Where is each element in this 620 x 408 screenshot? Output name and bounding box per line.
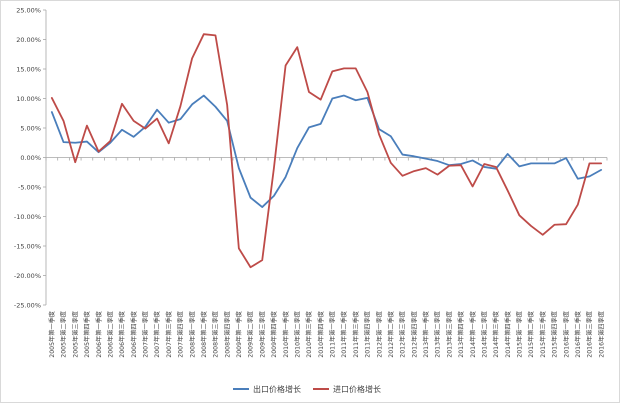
x-tick-label: 2008年第一季度 [188, 311, 196, 358]
x-tick-label: 2008年第二季度 [200, 311, 208, 358]
x-tick-label: 2011年第二季度 [340, 311, 348, 358]
x-tick-label: 2011年第三季度 [352, 311, 360, 358]
y-tick-label: -15.00% [14, 242, 41, 250]
x-tick-label: 2006年第二季度 [106, 311, 114, 358]
x-tick-label: 2010年第四季度 [317, 311, 325, 358]
x-tick-label: 2011年第四季度 [364, 311, 372, 358]
x-tick-label: 2006年第三季度 [118, 311, 126, 358]
x-axis: 2005年第一季度 2005年第二季度 2005年第三季度 2005年第四季度 2006… [45, 157, 608, 358]
x-tick-label: 2006年第一季度 [95, 311, 103, 358]
x-tick-label: 2009年第三季度 [258, 311, 266, 358]
y-axis: -25.00% -20.00% -15.00% -10.00% -5.00% 0.00% 5… [14, 6, 47, 309]
x-tick-label: 2006年第四季度 [130, 311, 138, 358]
y-tick-label: 0.00% [20, 154, 41, 162]
x-tick-label: 2015年第三季度 [539, 311, 547, 358]
x-tick-label: 2010年第一季度 [282, 311, 290, 358]
x-tick-label: 2009年第一季度 [235, 311, 243, 358]
y-tick-label: 5.00% [20, 124, 41, 132]
x-tick-label: 2015年第四季度 [551, 311, 559, 358]
x-tick-label: 2012年第二季度 [387, 311, 395, 358]
x-tick-label: 2008年第四季度 [223, 311, 231, 358]
x-tick-label: 2010年第二季度 [293, 311, 301, 358]
x-tick-label: 2005年第四季度 [83, 311, 91, 358]
y-tick-label: -10.00% [14, 213, 41, 221]
x-tick-label: 2014年第二季度 [480, 311, 488, 358]
x-tick-label: 2013年第三季度 [445, 311, 453, 358]
legend-label-1: 出口价格增长 [253, 384, 301, 394]
x-tick-label: 2007年第二季度 [153, 311, 161, 358]
x-tick-label: 2016年第二季度 [574, 311, 582, 358]
x-tick-label: 2014年第四季度 [504, 311, 512, 358]
x-tick-label: 2005年第三季度 [71, 311, 79, 358]
legend: 出口价格增长 进口价格增长 [233, 384, 381, 394]
x-tick-label: 2011年第一季度 [329, 311, 337, 358]
y-tick-label: 20.00% [16, 36, 41, 44]
plot-series [50, 33, 603, 269]
x-tick-label: 2010年第三季度 [305, 311, 313, 358]
y-tick-label: 25.00% [16, 6, 41, 14]
x-tick-label: 2013年第二季度 [434, 311, 442, 358]
x-tick-label: 2013年第一季度 [422, 311, 430, 358]
x-tick-label: 2005年第一季度 [48, 311, 56, 358]
x-tick-label: 2005年第二季度 [60, 311, 68, 358]
x-tick-label: 2016年第三季度 [586, 311, 594, 358]
x-tick-label: 2012年第三季度 [399, 311, 407, 358]
x-tick-label: 2007年第三季度 [165, 311, 173, 358]
legend-label-2: 进口价格增长 [333, 384, 381, 394]
series-line-2 [50, 33, 603, 269]
x-tick-label: 2014年第一季度 [469, 311, 477, 358]
x-tick-label: 2015年第一季度 [516, 311, 524, 358]
x-tick-label: 2012年第四季度 [410, 311, 418, 358]
x-tick-label: 2008年第三季度 [212, 311, 220, 358]
x-tick-label: 2015年第二季度 [527, 311, 535, 358]
x-tick-label: 2009年第四季度 [270, 311, 278, 358]
x-tick-label: 2007年第四季度 [177, 311, 185, 358]
x-tick-label: 2009年第二季度 [247, 311, 255, 358]
x-tick-label: 2007年第一季度 [142, 311, 150, 358]
x-tick-label: 2016年第四季度 [597, 311, 605, 358]
y-tick-label: -5.00% [18, 183, 41, 191]
series-line-1 [50, 94, 603, 208]
y-tick-label: -20.00% [14, 272, 41, 280]
y-tick-label: 10.00% [16, 95, 41, 103]
x-tick-label: 2013年第四季度 [457, 311, 465, 358]
y-tick-label: 15.00% [16, 65, 41, 73]
x-tick-label: 2012年第一季度 [375, 311, 383, 358]
x-tick-label: 2016年第一季度 [562, 311, 570, 358]
y-tick-label: -25.00% [14, 301, 41, 309]
x-tick-label: 2014年第三季度 [492, 311, 500, 358]
